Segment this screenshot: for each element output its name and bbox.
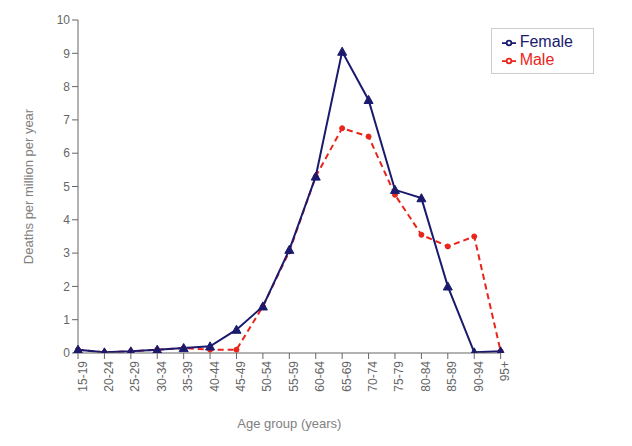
svg-text:Age group (years): Age group (years) (237, 416, 341, 431)
svg-text:10: 10 (57, 13, 71, 27)
svg-text:50-54: 50-54 (260, 361, 274, 392)
svg-text:7: 7 (63, 113, 70, 127)
svg-text:60-64: 60-64 (313, 361, 327, 392)
svg-text:1: 1 (63, 313, 70, 327)
svg-text:15-19: 15-19 (76, 361, 90, 392)
svg-text:45-49: 45-49 (234, 361, 248, 392)
svg-text:70-74: 70-74 (366, 361, 380, 392)
svg-text:0: 0 (63, 346, 70, 360)
svg-text:65-69: 65-69 (340, 361, 354, 392)
svg-text:5: 5 (63, 180, 70, 194)
svg-text:Deaths per million per year: Deaths per million per year (21, 108, 36, 264)
svg-text:9: 9 (63, 47, 70, 61)
svg-text:20-24: 20-24 (102, 361, 116, 392)
svg-text:55-59: 55-59 (287, 361, 301, 392)
svg-text:35-39: 35-39 (181, 361, 195, 392)
svg-text:8: 8 (63, 80, 70, 94)
svg-text:75-79: 75-79 (393, 361, 407, 392)
svg-text:6: 6 (63, 146, 70, 160)
html-text:Female: Female (519, 33, 573, 50)
svg-text:90-94: 90-94 (472, 361, 486, 392)
svg-text:3: 3 (63, 246, 70, 260)
svg-text:25-29: 25-29 (128, 361, 142, 392)
svg-text:40-44: 40-44 (208, 361, 222, 392)
svg-text:30-34: 30-34 (155, 361, 169, 392)
svg-text:80-84: 80-84 (419, 361, 433, 392)
html-text:Male: Male (519, 51, 555, 68)
svg-text:2: 2 (63, 280, 70, 294)
svg-text:95+: 95+ (498, 361, 512, 381)
svg-text:85-89: 85-89 (445, 361, 459, 392)
svg-text:4: 4 (63, 213, 70, 227)
